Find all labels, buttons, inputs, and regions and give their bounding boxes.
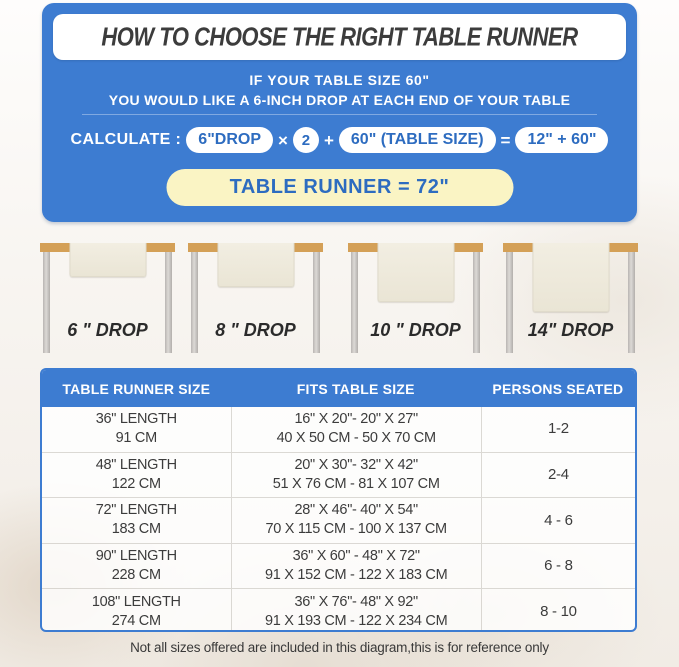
size-chart-table: TABLE RUNNER SIZE FITS TABLE SIZE PERSON…: [40, 368, 637, 632]
table-figure-14-drop: 14" DROP: [503, 243, 638, 365]
calculate-label: CALCULATE :: [70, 131, 182, 148]
intro-line-1: IF YOUR TABLE SIZE 60": [249, 72, 430, 88]
table-leg: [506, 252, 513, 353]
intro-line-2: YOU WOULD LIKE A 6-INCH DROP AT EACH END…: [108, 92, 571, 108]
table-row: 72" LENGTH 183 CM 28" X 46"- 40" X 54" 7…: [42, 497, 635, 543]
title-banner: HOW TO CHOOSE THE RIGHT TABLE RUNNER: [53, 14, 626, 60]
multiplier-badge: 2: [292, 127, 319, 153]
table-figure-10-drop: 10 " DROP: [348, 243, 483, 365]
persons-cell: 2-4: [480, 452, 635, 498]
equals-sign: =: [500, 130, 511, 150]
table-row: 36" LENGTH 91 CM 16" X 20"- 20" X 27" 40…: [42, 407, 635, 452]
col-header-fits-table: FITS TABLE SIZE: [296, 380, 415, 397]
table-leg: [313, 252, 320, 353]
runner-drape: [217, 243, 294, 287]
table-leg: [351, 252, 358, 353]
drop-label: 10 " DROP: [370, 320, 461, 340]
table-leg: [628, 252, 635, 353]
table-header-row: TABLE RUNNER SIZE FITS TABLE SIZE PERSON…: [42, 370, 635, 407]
header-panel: HOW TO CHOOSE THE RIGHT TABLE RUNNER IF …: [42, 3, 637, 222]
runner-drape: [532, 243, 609, 312]
result-pill: 12" + 60": [515, 127, 609, 153]
calculation-formula: CALCULATE : 6"DROP × 2 + 60" (TABLE SIZE…: [42, 124, 637, 156]
fits-size-cell: 28" X 46"- 40" X 54" 70 X 115 CM - 100 X…: [230, 498, 481, 543]
table-leg: [191, 252, 198, 353]
divider: [82, 114, 597, 115]
col-header-runner-size: TABLE RUNNER SIZE: [62, 380, 211, 397]
table-leg: [165, 252, 172, 353]
drop-label: 14" DROP: [527, 320, 614, 340]
table-row: 48" LENGTH 122 CM 20" X 30"- 32" X 42" 5…: [42, 451, 635, 498]
table-row: 108" LENGTH 274 CM 36" X 76"- 48" X 92" …: [42, 588, 635, 630]
runner-size-cell: 108" LENGTH 274 CM: [91, 593, 181, 629]
fits-size-cell: 16" X 20"- 20" X 27" 40 X 50 CM - 50 X 7…: [230, 407, 481, 452]
fits-size-cell: 20" X 30"- 32" X 42" 51 X 76 CM - 81 X 1…: [230, 452, 481, 498]
fits-size-cell: 36" X 76"- 48" X 92" 91 X 193 CM - 122 X…: [230, 589, 481, 630]
runner-result-pill: TABLE RUNNER = 72": [166, 169, 513, 206]
multiply-sign: ×: [278, 130, 288, 150]
drop-value-pill: 6"DROP: [186, 127, 274, 153]
table-figure-6-drop: 6 " DROP: [40, 243, 175, 365]
table-size-pill: 60" (TABLE SIZE): [338, 127, 496, 153]
persons-cell: 8 - 10: [480, 589, 635, 630]
runner-size-cell: 48" LENGTH 122 CM: [95, 456, 177, 492]
drop-label: 8 " DROP: [215, 320, 296, 340]
table-leg: [473, 252, 480, 353]
persons-cell: 6 - 8: [480, 543, 635, 589]
persons-cell: 4 - 6: [480, 498, 635, 543]
drop-label: 6 " DROP: [67, 320, 148, 340]
fits-size-cell: 36" X 60" - 48" X 72" 91 X 152 CM - 122 …: [230, 543, 481, 589]
page-title: HOW TO CHOOSE THE RIGHT TABLE RUNNER: [101, 21, 578, 52]
table-leg: [43, 252, 50, 353]
disclaimer-note: Not all sizes offered are included in th…: [130, 640, 549, 655]
table-figure-8-drop: 8 " DROP: [188, 243, 323, 365]
runner-drape: [69, 243, 146, 277]
runner-size-cell: 90" LENGTH 228 CM: [95, 547, 177, 584]
plus-sign: +: [323, 130, 334, 150]
runner-size-cell: 36" LENGTH 91 CM: [95, 411, 177, 447]
col-header-persons: PERSONS SEATED: [492, 380, 624, 397]
runner-size-cell: 72" LENGTH 183 CM: [95, 502, 177, 538]
persons-cell: 1-2: [480, 407, 635, 452]
table-row: 90" LENGTH 228 CM 36" X 60" - 48" X 72" …: [42, 542, 635, 589]
runner-drape: [377, 243, 454, 302]
